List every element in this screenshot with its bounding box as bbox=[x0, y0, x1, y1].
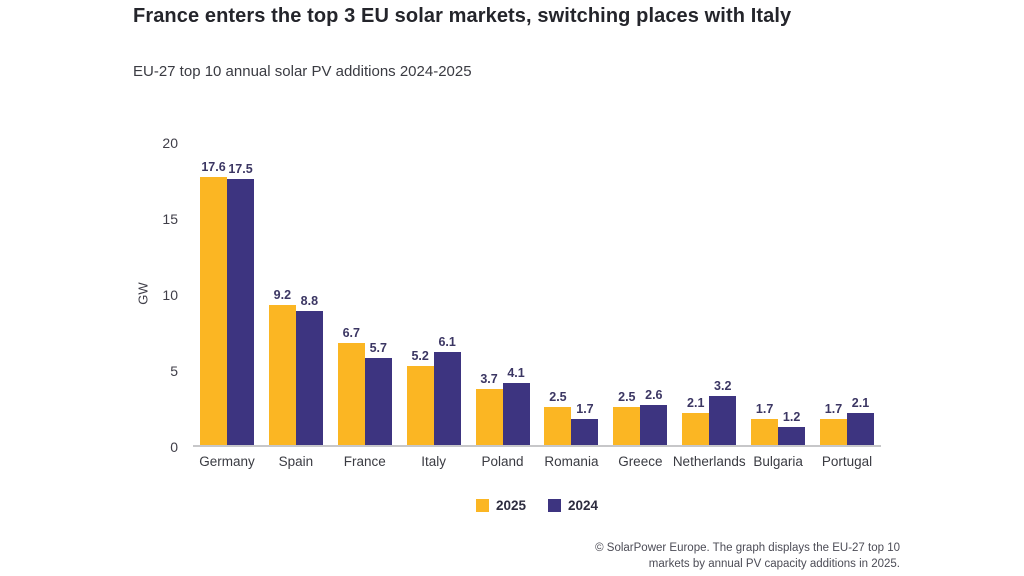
value-label-italy-2025: 5.2 bbox=[411, 348, 429, 363]
value-label-germany-2024: 17.5 bbox=[228, 162, 253, 176]
x-category-portugal: Portugal bbox=[821, 454, 873, 469]
value-label-italy-2024: 6.1 bbox=[438, 335, 456, 350]
value-label-romania-2024: 1.7 bbox=[576, 402, 594, 417]
y-tick-10: 10 bbox=[162, 287, 178, 303]
x-category-germany: Germany bbox=[199, 454, 255, 469]
bar-italy-2025 bbox=[406, 365, 434, 445]
bar-greece-2025 bbox=[613, 407, 641, 445]
value-label-bulgaria-2024: 1.2 bbox=[782, 409, 801, 424]
bar-germany-2025 bbox=[200, 177, 227, 445]
source-credit: © SolarPower Europe. The graph displays … bbox=[595, 541, 900, 572]
bar-group-germany: 17.6 17.5 bbox=[200, 143, 254, 445]
bar-greece-2024 bbox=[640, 405, 668, 445]
x-category-spain: Spain bbox=[278, 454, 314, 469]
bar-romania-2024 bbox=[571, 419, 599, 445]
plot-area: 17.6 17.5 Germany 9.2 8.8 Spain 6.7 5.7 France 5.… bbox=[193, 143, 881, 469]
bar-portugal-2024 bbox=[847, 413, 874, 445]
value-label-netherlands-2024: 3.2 bbox=[714, 379, 732, 394]
legend-swatch-2024 bbox=[548, 498, 561, 512]
value-label-poland-2025: 3.7 bbox=[480, 371, 498, 386]
bar-poland-2025 bbox=[475, 388, 503, 445]
bar-italy-2024 bbox=[433, 352, 461, 445]
source-credit-line2: markets by annual PV capacity additions … bbox=[648, 557, 900, 570]
x-category-greece: Greece bbox=[618, 454, 663, 469]
x-category-france: France bbox=[343, 454, 386, 469]
x-category-netherlands: Netherlands bbox=[672, 454, 746, 469]
x-category-poland: Poland bbox=[481, 454, 524, 469]
x-category-romania: Romania bbox=[544, 454, 599, 469]
bar-group-romania: 2.5 1.7 bbox=[544, 143, 599, 445]
value-label-greece-2025: 2.5 bbox=[618, 390, 636, 404]
value-label-spain-2025: 9.2 bbox=[273, 288, 292, 303]
y-tick-15: 15 bbox=[162, 211, 178, 227]
value-label-germany-2025: 17.6 bbox=[201, 160, 226, 175]
bar-group-bulgaria: 1.7 1.2 bbox=[751, 143, 806, 445]
value-label-greece-2024: 2.6 bbox=[645, 388, 663, 403]
y-tick-5: 5 bbox=[170, 363, 178, 379]
source-credit-line1: © SolarPower Europe. The graph displays … bbox=[595, 542, 900, 554]
bar-spain-2025 bbox=[268, 305, 296, 445]
bar-netherlands-2025 bbox=[682, 413, 710, 445]
value-label-spain-2024: 8.8 bbox=[300, 294, 319, 309]
chart-legend: 2025 2024 bbox=[193, 496, 881, 514]
legend-label-2024: 2024 bbox=[568, 497, 599, 513]
bar-netherlands-2024 bbox=[709, 396, 737, 445]
bar-group-greece: 2.5 2.6 bbox=[613, 143, 668, 445]
value-label-portugal-2025: 1.7 bbox=[824, 402, 843, 417]
bar-bulgaria-2025 bbox=[751, 419, 779, 445]
legend-item-2024: 2024 bbox=[548, 498, 598, 513]
y-tick-20: 20 bbox=[162, 135, 178, 151]
bar-group-france: 6.7 5.7 bbox=[337, 143, 392, 445]
bar-group-italy: 5.2 6.1 bbox=[406, 143, 461, 445]
legend-item-2025: 2025 bbox=[475, 497, 526, 513]
bar-romania-2025 bbox=[544, 407, 572, 445]
value-label-portugal-2024: 2.1 bbox=[851, 396, 870, 411]
value-label-netherlands-2025: 2.1 bbox=[687, 396, 705, 411]
bar-bulgaria-2024 bbox=[778, 426, 806, 445]
bar-spain-2024 bbox=[295, 311, 323, 445]
bar-group-netherlands: 2.1 3.2 bbox=[682, 143, 737, 445]
value-label-france-2024: 5.7 bbox=[369, 341, 387, 356]
y-tick-0: 0 bbox=[170, 439, 178, 455]
bar-group-portugal: 1.7 2.1 bbox=[820, 143, 874, 445]
page-title: France enters the top 3 EU solar markets… bbox=[133, 5, 792, 27]
legend-label-2025: 2025 bbox=[495, 497, 526, 513]
value-label-poland-2024: 4.1 bbox=[507, 365, 525, 380]
bar-france-2024 bbox=[364, 358, 392, 445]
bar-group-poland: 3.7 4.1 bbox=[475, 143, 530, 445]
chart-subtitle: EU-27 top 10 annual solar PV additions 2… bbox=[133, 63, 472, 80]
value-label-bulgaria-2025: 1.7 bbox=[755, 402, 774, 417]
x-category-italy: Italy bbox=[421, 454, 447, 469]
bar-germany-2024 bbox=[227, 179, 254, 445]
legend-swatch-2025 bbox=[475, 498, 489, 512]
bar-france-2025 bbox=[337, 343, 365, 445]
value-label-romania-2025: 2.5 bbox=[549, 390, 567, 404]
x-category-bulgaria: Bulgaria bbox=[753, 454, 803, 469]
bar-group-spain: 9.2 8.8 bbox=[268, 143, 323, 445]
value-label-france-2025: 6.7 bbox=[342, 326, 360, 341]
bar-poland-2024 bbox=[502, 382, 530, 445]
bar-portugal-2025 bbox=[820, 419, 847, 445]
